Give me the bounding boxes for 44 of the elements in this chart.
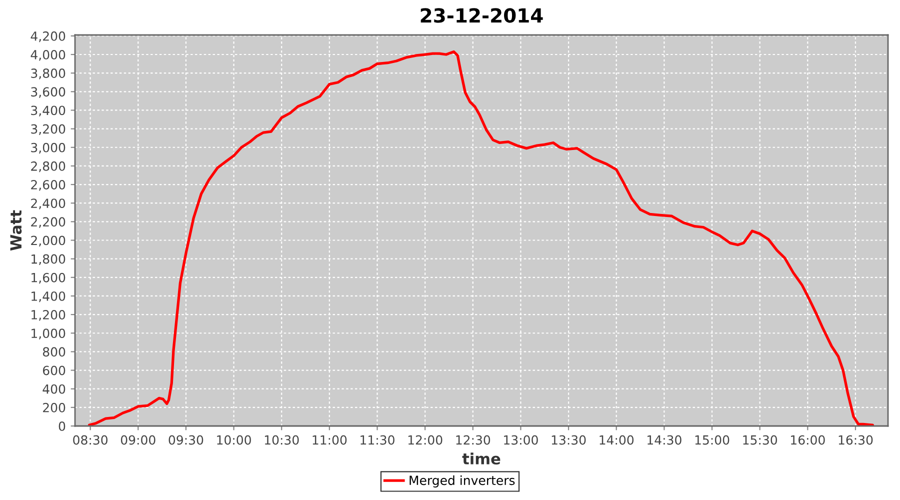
x-tick-label: 11:30 [360, 435, 394, 445]
x-tick-label: 12:30 [456, 435, 490, 445]
y-tick-label: 3,800 [31, 68, 66, 80]
line-series [88, 50, 874, 426]
x-tick-label: 08:30 [73, 435, 108, 445]
y-tick-label: 2,800 [31, 161, 66, 172]
x-tick-label: 12:00 [408, 435, 442, 445]
x-axis-title: time [462, 452, 500, 465]
y-tick-label: 2,000 [31, 236, 66, 246]
x-tick-label: 14:30 [648, 435, 682, 445]
x-tick-label: 13:00 [504, 435, 538, 445]
y-tick-label: 2,200 [31, 217, 66, 228]
x-tick-label: 10:00 [217, 435, 251, 445]
x-tick-label: 10:30 [264, 435, 299, 445]
x-tick-label: 09:30 [168, 435, 204, 445]
y-tick-label: 2,400 [31, 198, 66, 210]
y-tick-label: 3,000 [31, 142, 66, 154]
y-tick-label: 2,600 [31, 180, 66, 191]
x-tick-label: 16:30 [838, 435, 873, 445]
x-tick-label: 16:00 [791, 435, 825, 445]
y-tick-label: 1,400 [32, 291, 66, 302]
y-tick-label: 0 [58, 421, 66, 431]
y-tick-label: 600 [42, 366, 66, 376]
x-tick-label: 15:00 [695, 435, 730, 445]
x-tick-label: 13:30 [552, 435, 586, 445]
y-tick-label: 800 [42, 347, 66, 357]
y-tick-label: 4,000 [30, 50, 66, 61]
x-tick-label: 11:00 [312, 435, 347, 445]
y-tick-label: 400 [42, 384, 66, 394]
y-tick-label: 1,600 [32, 272, 66, 284]
y-tick-label: 200 [43, 402, 66, 412]
y-tick-label: 1,800 [32, 254, 66, 266]
y-tick-label: 3,200 [31, 124, 66, 136]
y-tick-label: 4,200 [30, 31, 66, 42]
y-tick-label: 3,400 [31, 106, 66, 116]
y-axis-title: Watt [10, 210, 22, 251]
legend-label: Merged inverters [410, 475, 515, 488]
y-tick-label: 3,600 [31, 87, 66, 98]
x-tick-label: 14:00 [600, 435, 634, 445]
x-tick-label: 15:30 [743, 435, 778, 445]
y-tick-label: 1,000 [32, 328, 66, 340]
x-tick-label: 09:00 [120, 435, 156, 445]
chart-title: 23-12-2014 [420, 8, 543, 23]
y-tick-label: 1,200 [32, 310, 66, 321]
